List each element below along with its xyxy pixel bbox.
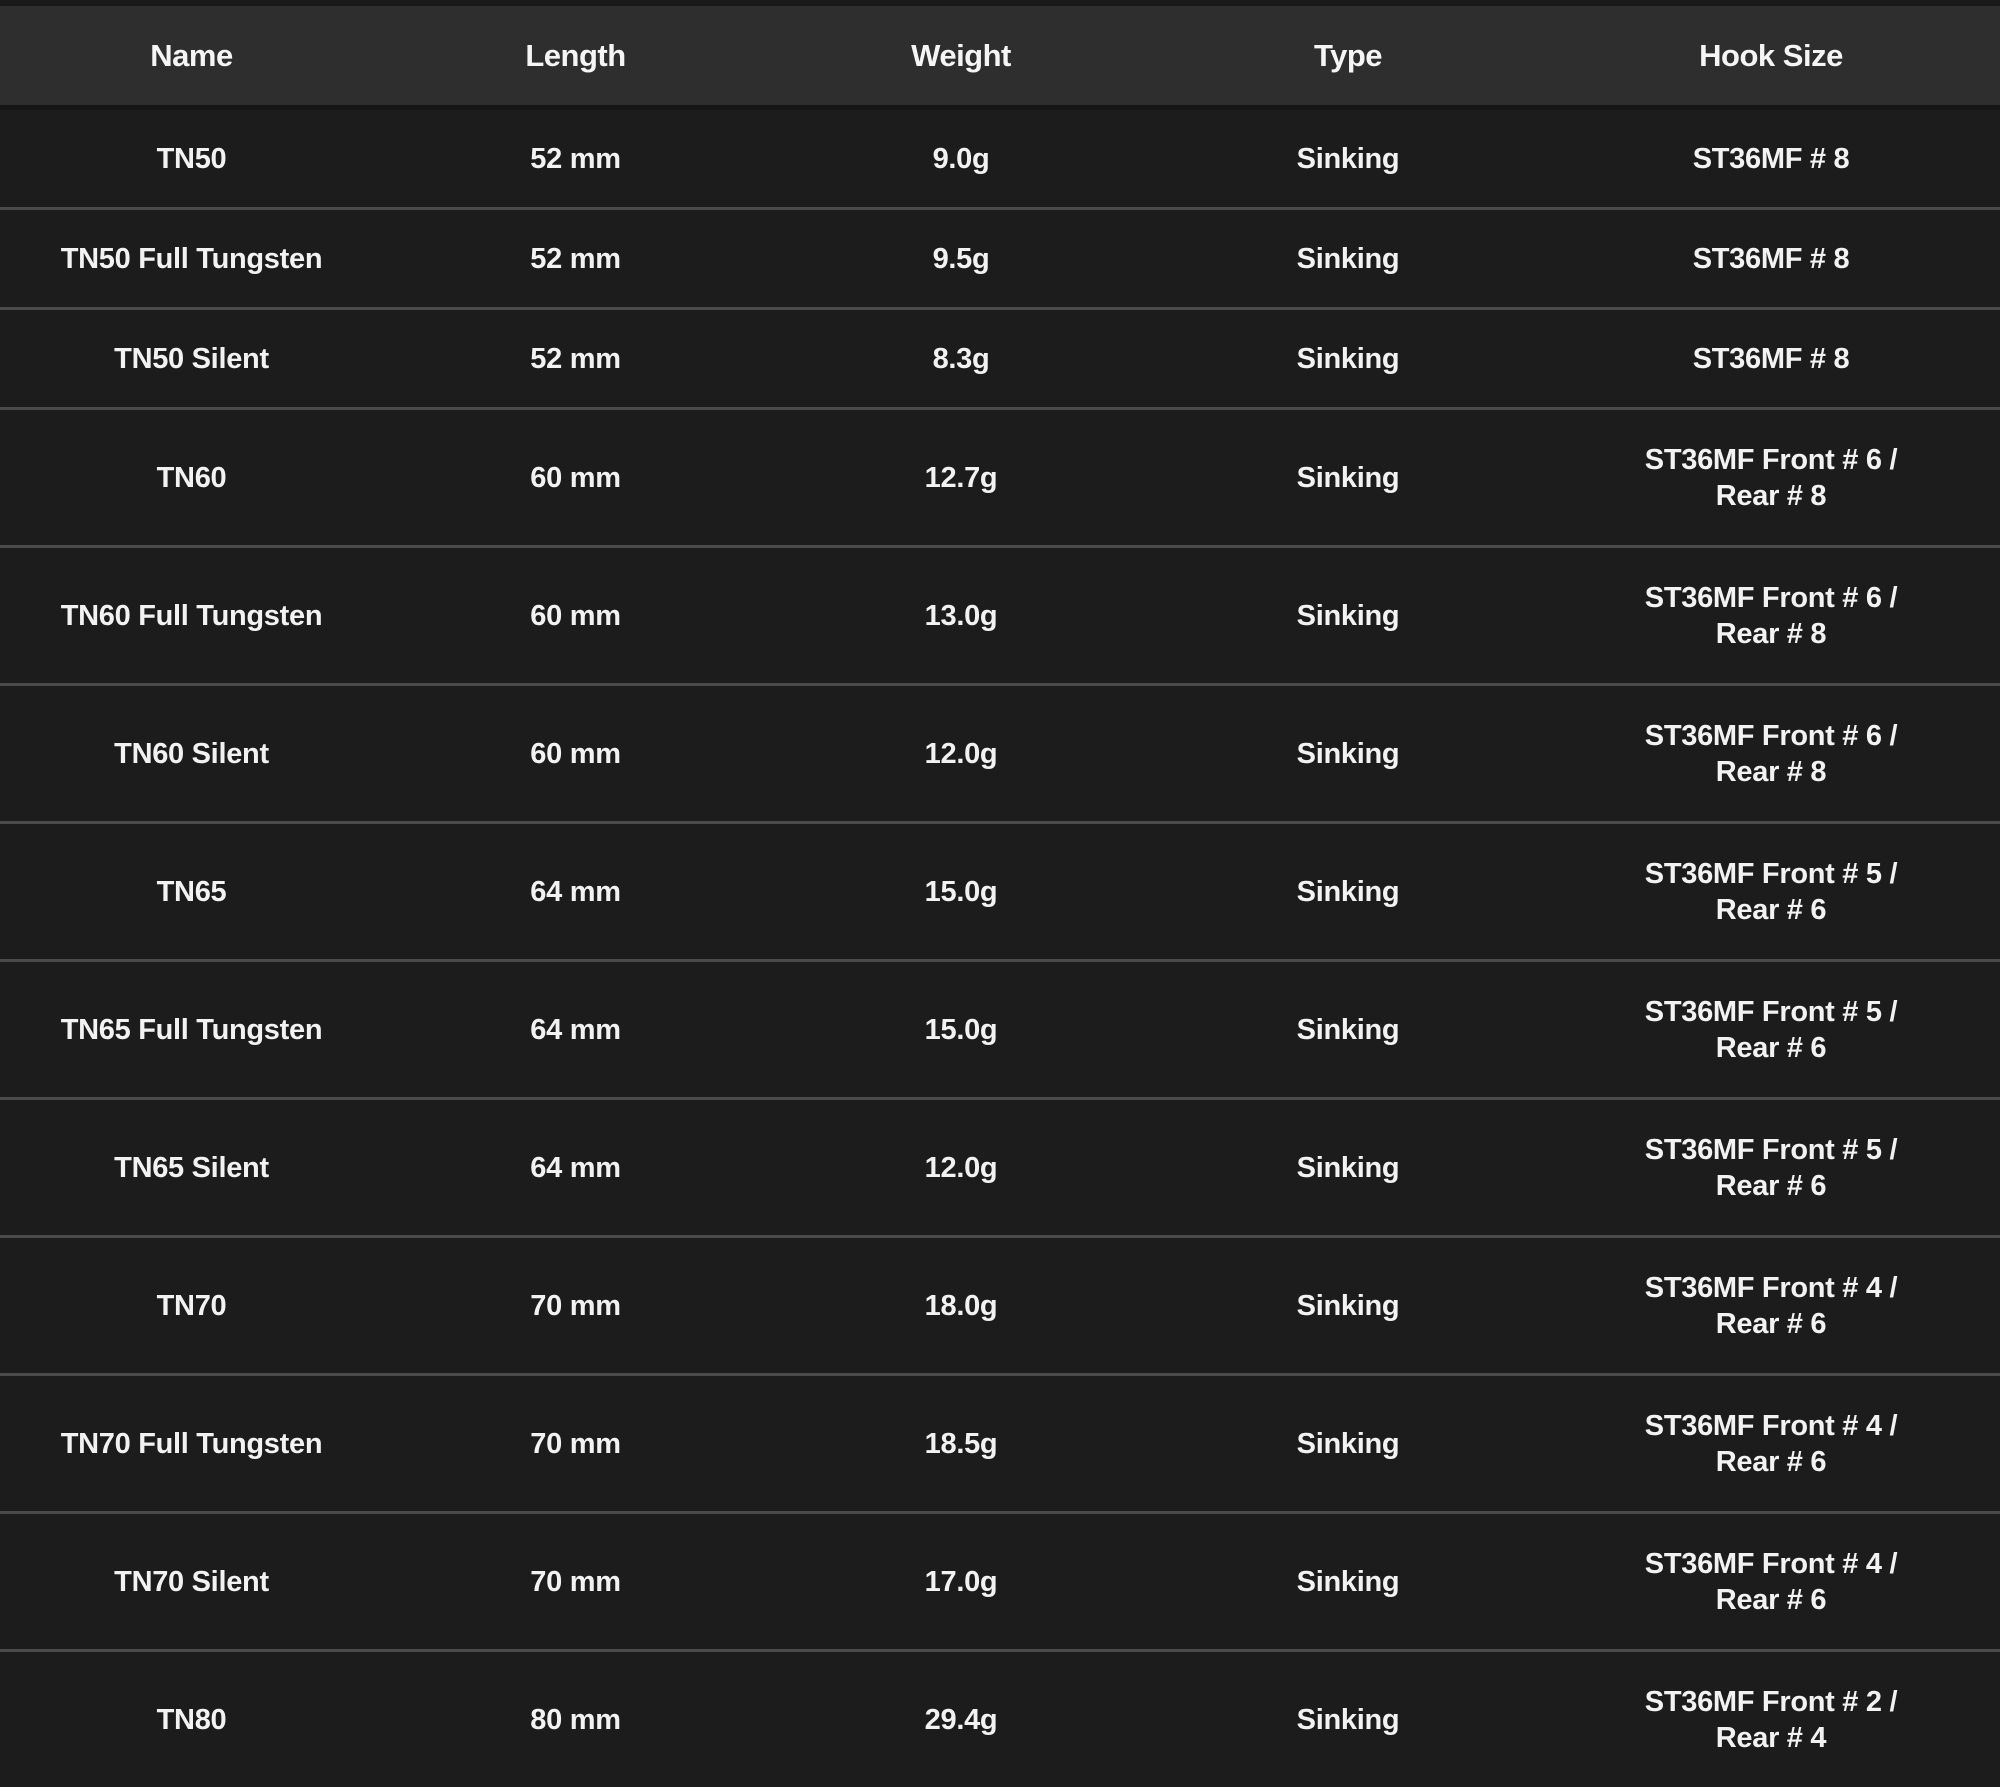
table-row-tn50: TN50 52 mm 9.0g Sinking ST36MF # 8 (0, 107, 2000, 209)
table-row-tn60-full-tungsten: TN60 Full Tungsten 60 mm 13.0g Sinking S… (0, 545, 2000, 685)
cell-hook-size: ST36MF Front # 6 / Rear # 8 (1542, 545, 2000, 685)
cell-weight: 29.4g (768, 1649, 1154, 1787)
cell-type: Sinking (1154, 1235, 1542, 1375)
table-row-tn70-silent: TN70 Silent 70 mm 17.0g Sinking ST36MF F… (0, 1511, 2000, 1651)
cell-length: 52 mm (383, 307, 768, 409)
cell-weight: 17.0g (768, 1511, 1154, 1651)
cell-name: TN80 (0, 1649, 383, 1787)
cell-type: Sinking (1154, 1649, 1542, 1787)
table-row-tn50-full-tungsten: TN50 Full Tungsten 52 mm 9.5g Sinking ST… (0, 207, 2000, 309)
cell-type: Sinking (1154, 1511, 1542, 1651)
cell-weight: 15.0g (768, 821, 1154, 961)
cell-hook-size: ST36MF Front # 6 / Rear # 8 (1542, 407, 2000, 547)
cell-length: 64 mm (383, 959, 768, 1099)
cell-weight: 15.0g (768, 959, 1154, 1099)
cell-weight: 12.0g (768, 683, 1154, 823)
cell-hook-size: ST36MF Front # 6 / Rear # 8 (1542, 683, 2000, 823)
cell-type: Sinking (1154, 683, 1542, 823)
cell-name: TN60 Silent (0, 683, 383, 823)
cell-weight: 18.0g (768, 1235, 1154, 1375)
cell-length: 64 mm (383, 821, 768, 961)
column-header-hook-size: Hook Size (1542, 0, 2000, 110)
cell-hook-size: ST36MF Front # 2 / Rear # 4 (1542, 1649, 2000, 1787)
table-row-tn80: TN80 80 mm 29.4g Sinking ST36MF Front # … (0, 1649, 2000, 1787)
cell-name: TN60 (0, 407, 383, 547)
cell-type: Sinking (1154, 207, 1542, 309)
cell-length: 60 mm (383, 407, 768, 547)
table-row-tn70: TN70 70 mm 18.0g Sinking ST36MF Front # … (0, 1235, 2000, 1375)
cell-weight: 12.0g (768, 1097, 1154, 1237)
cell-length: 52 mm (383, 207, 768, 309)
table-row-tn65: TN65 64 mm 15.0g Sinking ST36MF Front # … (0, 821, 2000, 961)
cell-weight: 18.5g (768, 1373, 1154, 1513)
cell-name: TN70 Silent (0, 1511, 383, 1651)
cell-length: 70 mm (383, 1373, 768, 1513)
cell-length: 52 mm (383, 107, 768, 209)
cell-hook-size: ST36MF # 8 (1542, 107, 2000, 209)
cell-name: TN50 Full Tungsten (0, 207, 383, 309)
cell-name: TN65 Full Tungsten (0, 959, 383, 1099)
cell-type: Sinking (1154, 1097, 1542, 1237)
table-row-tn60-silent: TN60 Silent 60 mm 12.0g Sinking ST36MF F… (0, 683, 2000, 823)
cell-name: TN70 Full Tungsten (0, 1373, 383, 1513)
cell-length: 70 mm (383, 1235, 768, 1375)
table-header-row: Name Length Weight Type Hook Size (0, 0, 2000, 110)
cell-weight: 8.3g (768, 307, 1154, 409)
cell-type: Sinking (1154, 107, 1542, 209)
cell-name: TN60 Full Tungsten (0, 545, 383, 685)
column-header-type: Type (1154, 0, 1542, 110)
cell-hook-size: ST36MF Front # 4 / Rear # 6 (1542, 1511, 2000, 1651)
cell-name: TN70 (0, 1235, 383, 1375)
table-row-tn70-full-tungsten: TN70 Full Tungsten 70 mm 18.5g Sinking S… (0, 1373, 2000, 1513)
table-row-tn50-silent: TN50 Silent 52 mm 8.3g Sinking ST36MF # … (0, 307, 2000, 409)
cell-weight: 9.5g (768, 207, 1154, 309)
cell-weight: 9.0g (768, 107, 1154, 209)
table-row-tn60: TN60 60 mm 12.7g Sinking ST36MF Front # … (0, 407, 2000, 547)
cell-name: TN65 (0, 821, 383, 961)
column-header-name: Name (0, 0, 383, 110)
cell-hook-size: ST36MF Front # 5 / Rear # 6 (1542, 1097, 2000, 1237)
cell-type: Sinking (1154, 821, 1542, 961)
table-row-tn65-full-tungsten: TN65 Full Tungsten 64 mm 15.0g Sinking S… (0, 959, 2000, 1099)
cell-weight: 13.0g (768, 545, 1154, 685)
table-row-tn65-silent: TN65 Silent 64 mm 12.0g Sinking ST36MF F… (0, 1097, 2000, 1237)
cell-type: Sinking (1154, 307, 1542, 409)
cell-name: TN50 (0, 107, 383, 209)
cell-type: Sinking (1154, 545, 1542, 685)
cell-length: 60 mm (383, 683, 768, 823)
cell-hook-size: ST36MF # 8 (1542, 207, 2000, 309)
cell-length: 80 mm (383, 1649, 768, 1787)
cell-hook-size: ST36MF # 8 (1542, 307, 2000, 409)
cell-weight: 12.7g (768, 407, 1154, 547)
cell-length: 60 mm (383, 545, 768, 685)
column-header-weight: Weight (768, 0, 1154, 110)
cell-name: TN65 Silent (0, 1097, 383, 1237)
cell-length: 64 mm (383, 1097, 768, 1237)
cell-type: Sinking (1154, 959, 1542, 1099)
cell-type: Sinking (1154, 407, 1542, 547)
cell-hook-size: ST36MF Front # 5 / Rear # 6 (1542, 821, 2000, 961)
cell-type: Sinking (1154, 1373, 1542, 1513)
cell-hook-size: ST36MF Front # 4 / Rear # 6 (1542, 1373, 2000, 1513)
cell-name: TN50 Silent (0, 307, 383, 409)
cell-hook-size: ST36MF Front # 5 / Rear # 6 (1542, 959, 2000, 1099)
column-header-length: Length (383, 0, 768, 110)
cell-length: 70 mm (383, 1511, 768, 1651)
cell-hook-size: ST36MF Front # 4 / Rear # 6 (1542, 1235, 2000, 1375)
